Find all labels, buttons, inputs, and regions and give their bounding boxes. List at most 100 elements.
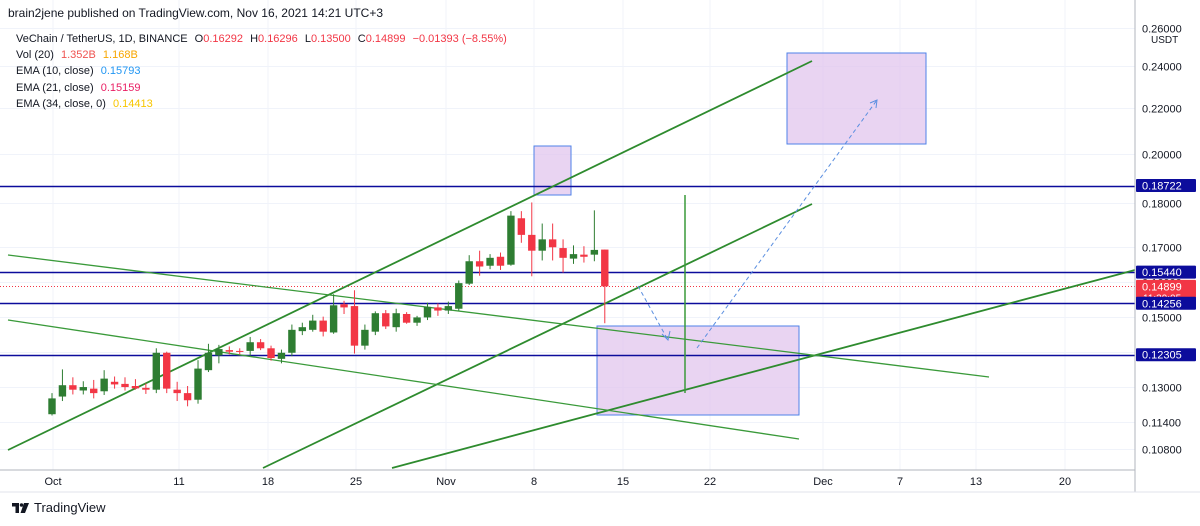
candle-body — [465, 261, 473, 284]
candle-body — [309, 320, 317, 330]
time-tick-label: 25 — [350, 476, 362, 488]
ohlc-open-value: 0.16292 — [203, 33, 243, 45]
resistance-zone[interactable] — [533, 145, 572, 196]
time-tick-label: Oct — [44, 476, 61, 488]
trendlines — [7, 60, 1136, 469]
price-label-value: 0.18722 — [1142, 181, 1182, 193]
price-tick-label: 0.22000 — [1142, 104, 1182, 116]
candle — [423, 302, 432, 321]
projection-arrow-down[interactable] — [637, 285, 669, 341]
candle-body — [507, 215, 515, 265]
symbol-title[interactable]: VeChain / TetherUS, 1D, BINANCE — [16, 33, 188, 45]
time-tick-label: 13 — [970, 476, 982, 488]
trendline[interactable] — [7, 60, 813, 451]
price-label-box — [1136, 265, 1196, 279]
ohlc-high: H0.16296 — [250, 33, 298, 45]
candle — [580, 246, 588, 263]
candle — [236, 348, 244, 355]
candle-body — [173, 389, 181, 394]
trendline[interactable] — [262, 203, 813, 469]
price-tick-label: 0.26000 — [1142, 24, 1182, 36]
support-zone[interactable] — [596, 325, 800, 416]
ohlc-low-value: 0.13500 — [310, 33, 351, 45]
candle — [319, 316, 327, 337]
trendline[interactable] — [391, 269, 1136, 469]
candle — [173, 381, 181, 402]
indicator-value: 0.14413 — [112, 97, 153, 110]
candle-body — [548, 239, 557, 248]
candle — [486, 254, 494, 270]
trendline[interactable] — [7, 319, 800, 440]
candle — [267, 345, 275, 361]
price-label-box — [1136, 179, 1196, 192]
target-zone[interactable] — [786, 52, 927, 145]
time-tick-label: 18 — [262, 476, 274, 488]
candle-body — [361, 329, 369, 346]
footer-brand[interactable]: TradingView — [34, 500, 106, 515]
candle-body — [110, 381, 119, 385]
candle — [361, 324, 369, 350]
candle — [465, 255, 473, 285]
legend-indicator-ema34[interactable]: EMA (34, close, 0) 0.14413 — [16, 96, 507, 112]
indicator-value: 0.15159 — [100, 81, 141, 94]
candle — [601, 249, 609, 324]
price-label-value: 0.14899 — [1142, 281, 1182, 293]
candle — [256, 339, 265, 351]
candle — [392, 308, 400, 332]
price-label-value: 0.12305 — [1142, 350, 1182, 362]
candle-body — [329, 305, 338, 333]
tradingview-logo-icon — [12, 502, 29, 513]
candle-body — [475, 261, 484, 267]
candle-body — [100, 378, 108, 392]
candle — [496, 252, 505, 270]
time-tick-label: 22 — [704, 476, 716, 488]
candle — [183, 386, 192, 407]
projection-arrow-up[interactable] — [696, 99, 878, 349]
price-tick-label: 0.11400 — [1142, 418, 1181, 430]
candle-body — [580, 254, 588, 257]
candle-body — [298, 327, 307, 332]
candle-body — [267, 348, 275, 359]
price-axis[interactable]: 0.108000.114000.130000.140000.150000.160… — [1142, 24, 1182, 457]
candle — [79, 381, 87, 395]
candle — [559, 239, 567, 273]
indicator-value: 1.352B — [60, 49, 96, 62]
candle-body — [590, 249, 599, 255]
candle-body — [69, 385, 77, 390]
legend-indicator-volume[interactable]: Vol (20) 1.352B 1.168B — [16, 47, 507, 63]
candle-body — [79, 387, 87, 391]
legend-indicator-ema21[interactable]: EMA (21, close) 0.15159 — [16, 80, 507, 96]
candle-body — [559, 248, 567, 258]
projection-arrows — [637, 99, 878, 349]
candle-body — [528, 234, 536, 251]
ohlc-open: O0.16292 — [195, 33, 243, 45]
price-label: 0.12305 — [1136, 348, 1196, 362]
candle-body — [423, 306, 432, 318]
price-label: 0.15440 — [1136, 265, 1196, 279]
candle-body — [319, 320, 327, 332]
candle — [58, 369, 67, 402]
candle-body — [277, 352, 286, 359]
candle — [69, 377, 77, 395]
price-tick-label: 0.15000 — [1142, 313, 1182, 325]
ohlc-low-label: L — [304, 33, 311, 45]
time-axis[interactable]: Oct 11 18 25 Nov 8 15 22 Dec 7 13 20 — [44, 476, 1071, 488]
candle-body — [455, 283, 463, 309]
price-tick-label: 0.20000 — [1142, 150, 1182, 162]
price-labels: 0.187220.154400.1489911:39:050.142560.12… — [1136, 179, 1196, 362]
candle-body — [371, 313, 380, 332]
candle-body — [382, 313, 390, 327]
indicator-label: EMA (10, close) — [16, 65, 94, 78]
ohlc-low: L0.13500 — [305, 33, 351, 45]
legend-indicator-ema10[interactable]: EMA (10, close) 0.15793 — [16, 63, 507, 79]
ohlc-open-label: O — [194, 33, 204, 45]
price-label: 0.18722 — [1136, 179, 1196, 193]
candle-body — [486, 257, 494, 266]
candle — [590, 210, 599, 262]
trendline[interactable] — [7, 254, 990, 378]
candle-body — [163, 352, 171, 389]
candle — [507, 211, 515, 266]
candle — [100, 370, 108, 395]
candle — [215, 344, 223, 364]
